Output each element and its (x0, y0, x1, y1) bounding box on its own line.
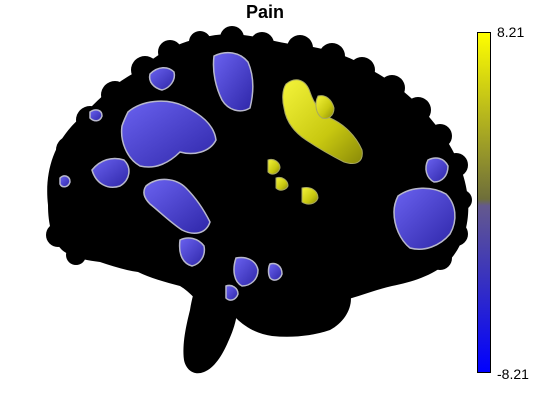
colorbar-frame (477, 32, 491, 373)
positive-activation-clusters (267, 79, 363, 205)
figure-title: Pain (245, 2, 284, 22)
colorbar-min-label: -8.21 (497, 366, 529, 382)
colorbar-max-label: 8.21 (497, 24, 525, 40)
colorbar (477, 32, 491, 373)
negative-activation-clusters (59, 51, 456, 301)
